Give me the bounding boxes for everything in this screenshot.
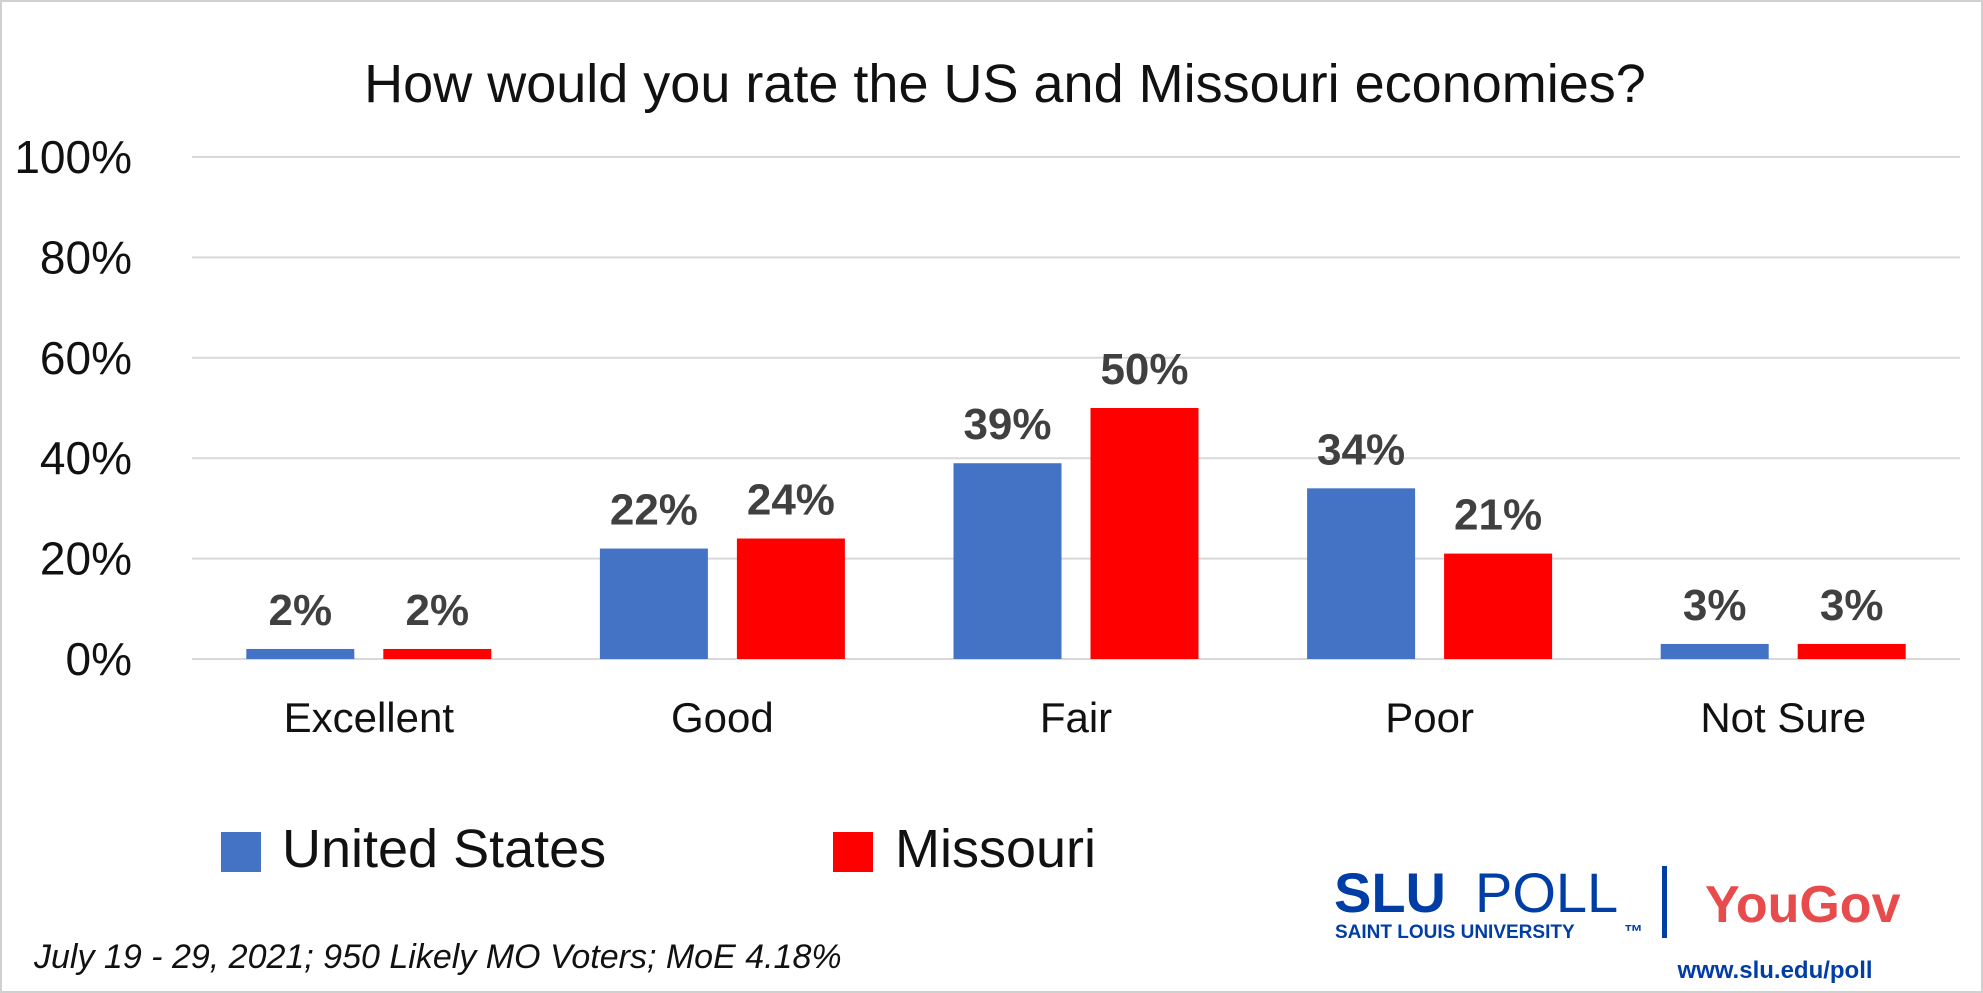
x-tick-label-fair: Fair xyxy=(1040,694,1112,741)
data-label-missouri-excellent: 2% xyxy=(406,586,470,635)
data-label-united-states-excellent: 2% xyxy=(269,586,333,635)
bars xyxy=(246,408,1906,659)
x-tick-label-poor: Poor xyxy=(1385,694,1474,741)
legend-label-missouri: Missouri xyxy=(895,819,1096,879)
bar-united-states-not-sure xyxy=(1660,643,1769,659)
bar-missouri-poor xyxy=(1444,553,1553,659)
legend-swatch-missouri xyxy=(833,832,873,872)
bar-united-states-excellent xyxy=(246,648,355,659)
x-tick-label-good: Good xyxy=(671,694,774,741)
data-label-united-states-not-sure: 3% xyxy=(1683,581,1747,630)
data-label-missouri-fair: 50% xyxy=(1100,345,1188,394)
y-tick-label-100: 100% xyxy=(14,131,132,183)
logo-trademark: ™ xyxy=(1624,922,1643,943)
y-axis-ticks: 0% 20% 40% 60% 80% 100% xyxy=(14,131,132,685)
legend-swatch-united-states xyxy=(221,832,261,872)
data-label-missouri-poor: 21% xyxy=(1454,491,1542,540)
data-label-united-states-poor: 34% xyxy=(1317,425,1405,474)
x-tick-label-not-sure: Not Sure xyxy=(1700,694,1866,741)
y-tick-label-80: 80% xyxy=(40,231,132,283)
logo-divider xyxy=(1662,866,1667,938)
logo-university-text: SAINT LOUIS UNIVERSITY xyxy=(1335,922,1575,943)
survey-footnote: July 19 - 29, 2021; 950 Likely MO Voters… xyxy=(33,938,842,976)
bar-united-states-poor xyxy=(1307,488,1416,659)
slu-poll-logo: SLU POLL SAINT LOUIS UNIVERSITY ™ xyxy=(1334,861,1643,943)
chart-title: How would you rate the US and Missouri e… xyxy=(364,54,1646,114)
bar-united-states-fair xyxy=(953,463,1062,659)
legend-label-united-states: United States xyxy=(282,819,606,879)
poll-website-url: www.slu.edu/poll xyxy=(1676,957,1872,984)
data-labels: 2% 2% 22% 24% 39% 50% 34% 21% 3% 3% xyxy=(269,345,1884,635)
bar-missouri-excellent xyxy=(383,648,492,659)
bar-missouri-not-sure xyxy=(1797,643,1906,659)
bar-united-states-good xyxy=(599,548,708,659)
data-label-missouri-not-sure: 3% xyxy=(1820,581,1884,630)
y-tick-label-40: 40% xyxy=(40,432,132,484)
y-tick-label-20: 20% xyxy=(40,533,132,585)
y-tick-label-60: 60% xyxy=(40,332,132,384)
y-tick-label-0: 0% xyxy=(66,633,132,685)
data-label-united-states-fair: 39% xyxy=(963,400,1051,449)
yougov-logo: YouGov xyxy=(1705,876,1901,934)
x-tick-label-excellent: Excellent xyxy=(284,694,455,741)
x-axis-ticks: Excellent Good Fair Poor Not Sure xyxy=(284,694,1866,741)
data-label-united-states-good: 22% xyxy=(610,486,698,535)
bar-missouri-good xyxy=(736,538,845,659)
bar-missouri-fair xyxy=(1090,408,1199,659)
logo-poll-text: POLL xyxy=(1475,861,1618,924)
data-label-missouri-good: 24% xyxy=(747,476,835,525)
logo-slu-text: SLU xyxy=(1334,861,1446,924)
